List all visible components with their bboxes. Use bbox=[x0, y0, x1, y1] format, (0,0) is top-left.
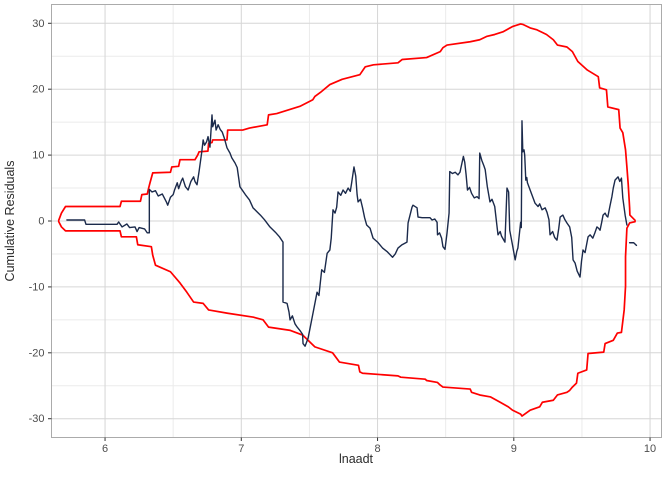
x-axis-title: lnaadt bbox=[339, 452, 374, 466]
y-tick-label: 20 bbox=[32, 84, 44, 96]
y-tick-label: 0 bbox=[38, 216, 44, 228]
y-tick-label: -30 bbox=[29, 413, 45, 425]
x-tick-label: 10 bbox=[644, 443, 656, 455]
y-axis-tick-labels: -30 -20 -10 0 10 20 30 bbox=[29, 18, 45, 425]
y-tick-label: 10 bbox=[32, 150, 44, 162]
series-layer bbox=[57, 23, 638, 417]
series-cumulative-residuals bbox=[628, 242, 638, 247]
y-tick-label: -10 bbox=[29, 281, 45, 293]
y-tick-label: 30 bbox=[32, 18, 44, 30]
x-tick-label: 9 bbox=[511, 443, 517, 455]
series-cumulative-residuals bbox=[66, 114, 628, 347]
x-tick-label: 6 bbox=[102, 443, 108, 455]
x-tick-label: 8 bbox=[374, 443, 380, 455]
y-axis-ticks bbox=[48, 22, 52, 420]
x-axis-ticks bbox=[104, 437, 651, 441]
series-lower-envelope bbox=[57, 220, 636, 417]
y-axis-title: Cumulative Residuals bbox=[3, 161, 17, 282]
y-tick-label: -20 bbox=[29, 347, 45, 359]
series-upper-envelope bbox=[57, 23, 636, 222]
x-axis-tick-labels: 6 7 8 9 10 bbox=[102, 443, 656, 455]
x-tick-label: 7 bbox=[238, 443, 244, 455]
